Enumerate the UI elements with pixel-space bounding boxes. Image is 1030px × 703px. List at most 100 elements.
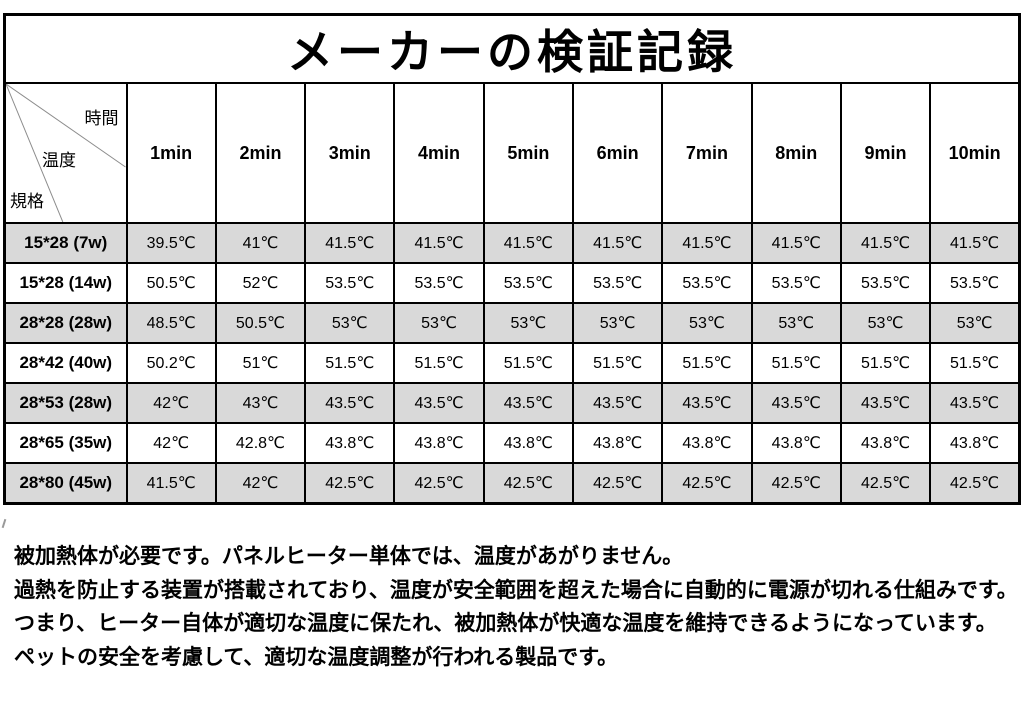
temp-cell: 43.5℃: [304, 382, 396, 424]
title-row: メーカーの検証記録: [3, 13, 1021, 84]
row-label: 28*65 (35w): [3, 422, 128, 464]
temp-cell: 42.5℃: [304, 462, 396, 504]
notes-block: 被加熱体が必要です。パネルヒーター単体では、温度があがりません。 過熱を防止する装…: [14, 540, 1024, 674]
column-header-6min: 6min: [571, 82, 664, 224]
temp-cell: 53.5℃: [661, 262, 753, 304]
temp-cell: 41.5℃: [571, 222, 664, 264]
temp-cell: 43.5℃: [839, 382, 932, 424]
temp-cell: 39.5℃: [125, 222, 217, 264]
temp-cell: 51.5℃: [661, 342, 753, 384]
temp-cell: 53.5℃: [839, 262, 932, 304]
temp-cell: 53℃: [750, 302, 842, 344]
temp-cell: 43.5℃: [750, 382, 842, 424]
temp-cell: 53℃: [839, 302, 932, 344]
table-row: 15*28 (7w) 39.5℃ 41℃ 41.5℃ 41.5℃ 41.5℃ 41.5℃ 41…: [3, 222, 1021, 264]
temp-cell: 43.5℃: [482, 382, 574, 424]
column-header-3min: 3min: [304, 82, 396, 224]
column-header-5min: 5min: [482, 82, 574, 224]
column-header-8min: 8min: [750, 82, 842, 224]
temp-cell: 51.5℃: [304, 342, 396, 384]
temp-cell: 43.8℃: [393, 422, 485, 464]
temp-cell: 51.5℃: [482, 342, 574, 384]
temp-cell: 51℃: [214, 342, 307, 384]
temp-cell: 48.5℃: [125, 302, 217, 344]
temp-cell: 51.5℃: [393, 342, 485, 384]
temp-cell: 42.8℃: [214, 422, 307, 464]
temp-cell: 53℃: [571, 302, 664, 344]
temp-cell: 50.5℃: [125, 262, 217, 304]
column-header-4min: 4min: [393, 82, 485, 224]
temp-cell: 53.5℃: [571, 262, 664, 304]
temp-cell: 41.5℃: [661, 222, 753, 264]
temp-cell: 43.8℃: [304, 422, 396, 464]
column-header-9min: 9min: [839, 82, 932, 224]
corner-label-time: 時間: [84, 109, 119, 128]
temp-cell: 41.5℃: [839, 222, 932, 264]
temp-cell: 53.5℃: [393, 262, 485, 304]
stray-mark: [1, 518, 7, 529]
temp-cell: 43℃: [214, 382, 307, 424]
verification-table: メーカーの検証記録 時間 温度 規格 1min 2min 3min 4min 5min 6…: [3, 13, 1021, 505]
row-label: 15*28 (14w): [3, 262, 128, 304]
temp-cell: 43.5℃: [661, 382, 753, 424]
temp-cell: 43.8℃: [839, 422, 932, 464]
temp-cell: 42.5℃: [661, 462, 753, 504]
temp-cell: 41.5℃: [125, 462, 217, 504]
temp-cell: 41℃: [214, 222, 307, 264]
temp-cell: 41.5℃: [750, 222, 842, 264]
note-line: つまり、ヒーター自体が適切な温度に保たれ、被加熱体が快適な温度を維持できるように…: [14, 612, 997, 635]
temp-cell: 42℃: [214, 462, 307, 504]
column-header-7min: 7min: [661, 82, 753, 224]
temp-cell: 41.5℃: [304, 222, 396, 264]
temp-cell: 53.5℃: [929, 262, 1021, 304]
temp-cell: 51.5℃: [571, 342, 664, 384]
column-header-2min: 2min: [214, 82, 307, 224]
temp-cell: 53.5℃: [750, 262, 842, 304]
temp-cell: 42.5℃: [482, 462, 574, 504]
corner-label-spec: 規格: [10, 192, 44, 211]
temp-cell: 41.5℃: [929, 222, 1021, 264]
temp-cell: 43.8℃: [571, 422, 664, 464]
temp-cell: 43.8℃: [661, 422, 753, 464]
corner-cell: 時間 温度 規格: [3, 82, 128, 224]
temp-cell: 53℃: [393, 302, 485, 344]
temp-cell: 42℃: [125, 422, 217, 464]
table-row: 28*42 (40w) 50.2℃ 51℃ 51.5℃ 51.5℃ 51.5℃ 51.5℃ 5…: [3, 342, 1021, 384]
note-line: ペットの安全を考慮して、適切な温度調整が行われる製品です。: [14, 645, 619, 669]
row-label: 28*53 (28w): [3, 382, 128, 424]
temp-cell: 50.5℃: [214, 302, 307, 344]
diagonal-divider-lines: [6, 84, 126, 222]
temp-cell: 53℃: [304, 302, 396, 344]
temp-cell: 41.5℃: [393, 222, 485, 264]
temp-cell: 43.8℃: [482, 422, 574, 464]
temp-cell: 53.5℃: [304, 262, 396, 304]
table-row: 15*28 (14w) 50.5℃ 52℃ 53.5℃ 53.5℃ 53.5℃ 53.5℃ 5…: [3, 262, 1021, 304]
table-row: 28*65 (35w) 42℃ 42.8℃ 43.8℃ 43.8℃ 43.8℃ 43.8℃ 4…: [3, 422, 1021, 464]
page-title: メーカーの検証記録: [3, 13, 1021, 84]
temp-cell: 52℃: [214, 262, 307, 304]
corner-label-temp: 温度: [42, 151, 76, 170]
temp-cell: 53℃: [661, 302, 753, 344]
temp-cell: 42.5℃: [571, 462, 664, 504]
temp-cell: 41.5℃: [482, 222, 574, 264]
temp-cell: 43.8℃: [929, 422, 1021, 464]
row-label: 15*28 (7w): [3, 222, 128, 264]
temp-cell: 51.5℃: [839, 342, 932, 384]
temp-cell: 43.5℃: [929, 382, 1021, 424]
row-label: 28*80 (45w): [3, 462, 128, 504]
column-header-1min: 1min: [125, 82, 217, 224]
column-header-10min: 10min: [929, 82, 1021, 224]
table-row: 28*80 (45w) 41.5℃ 42℃ 42.5℃ 42.5℃ 42.5℃ 42.5℃ 4…: [3, 462, 1021, 504]
temp-cell: 50.2℃: [125, 342, 217, 384]
temp-cell: 51.5℃: [750, 342, 842, 384]
temp-cell: 43.8℃: [750, 422, 842, 464]
temp-cell: 51.5℃: [929, 342, 1021, 384]
header-row: 時間 温度 規格 1min 2min 3min 4min 5min 6min 7min 8mi…: [3, 82, 1021, 224]
temp-cell: 53.5℃: [482, 262, 574, 304]
temp-cell: 53℃: [482, 302, 574, 344]
temp-cell: 42.5℃: [929, 462, 1021, 504]
temp-cell: 53℃: [929, 302, 1021, 344]
temp-cell: 42℃: [125, 382, 217, 424]
note-line: 過熱を防止する装置が搭載されており、温度が安全範囲を超えた場合に自動的に電源が切…: [14, 578, 1018, 602]
